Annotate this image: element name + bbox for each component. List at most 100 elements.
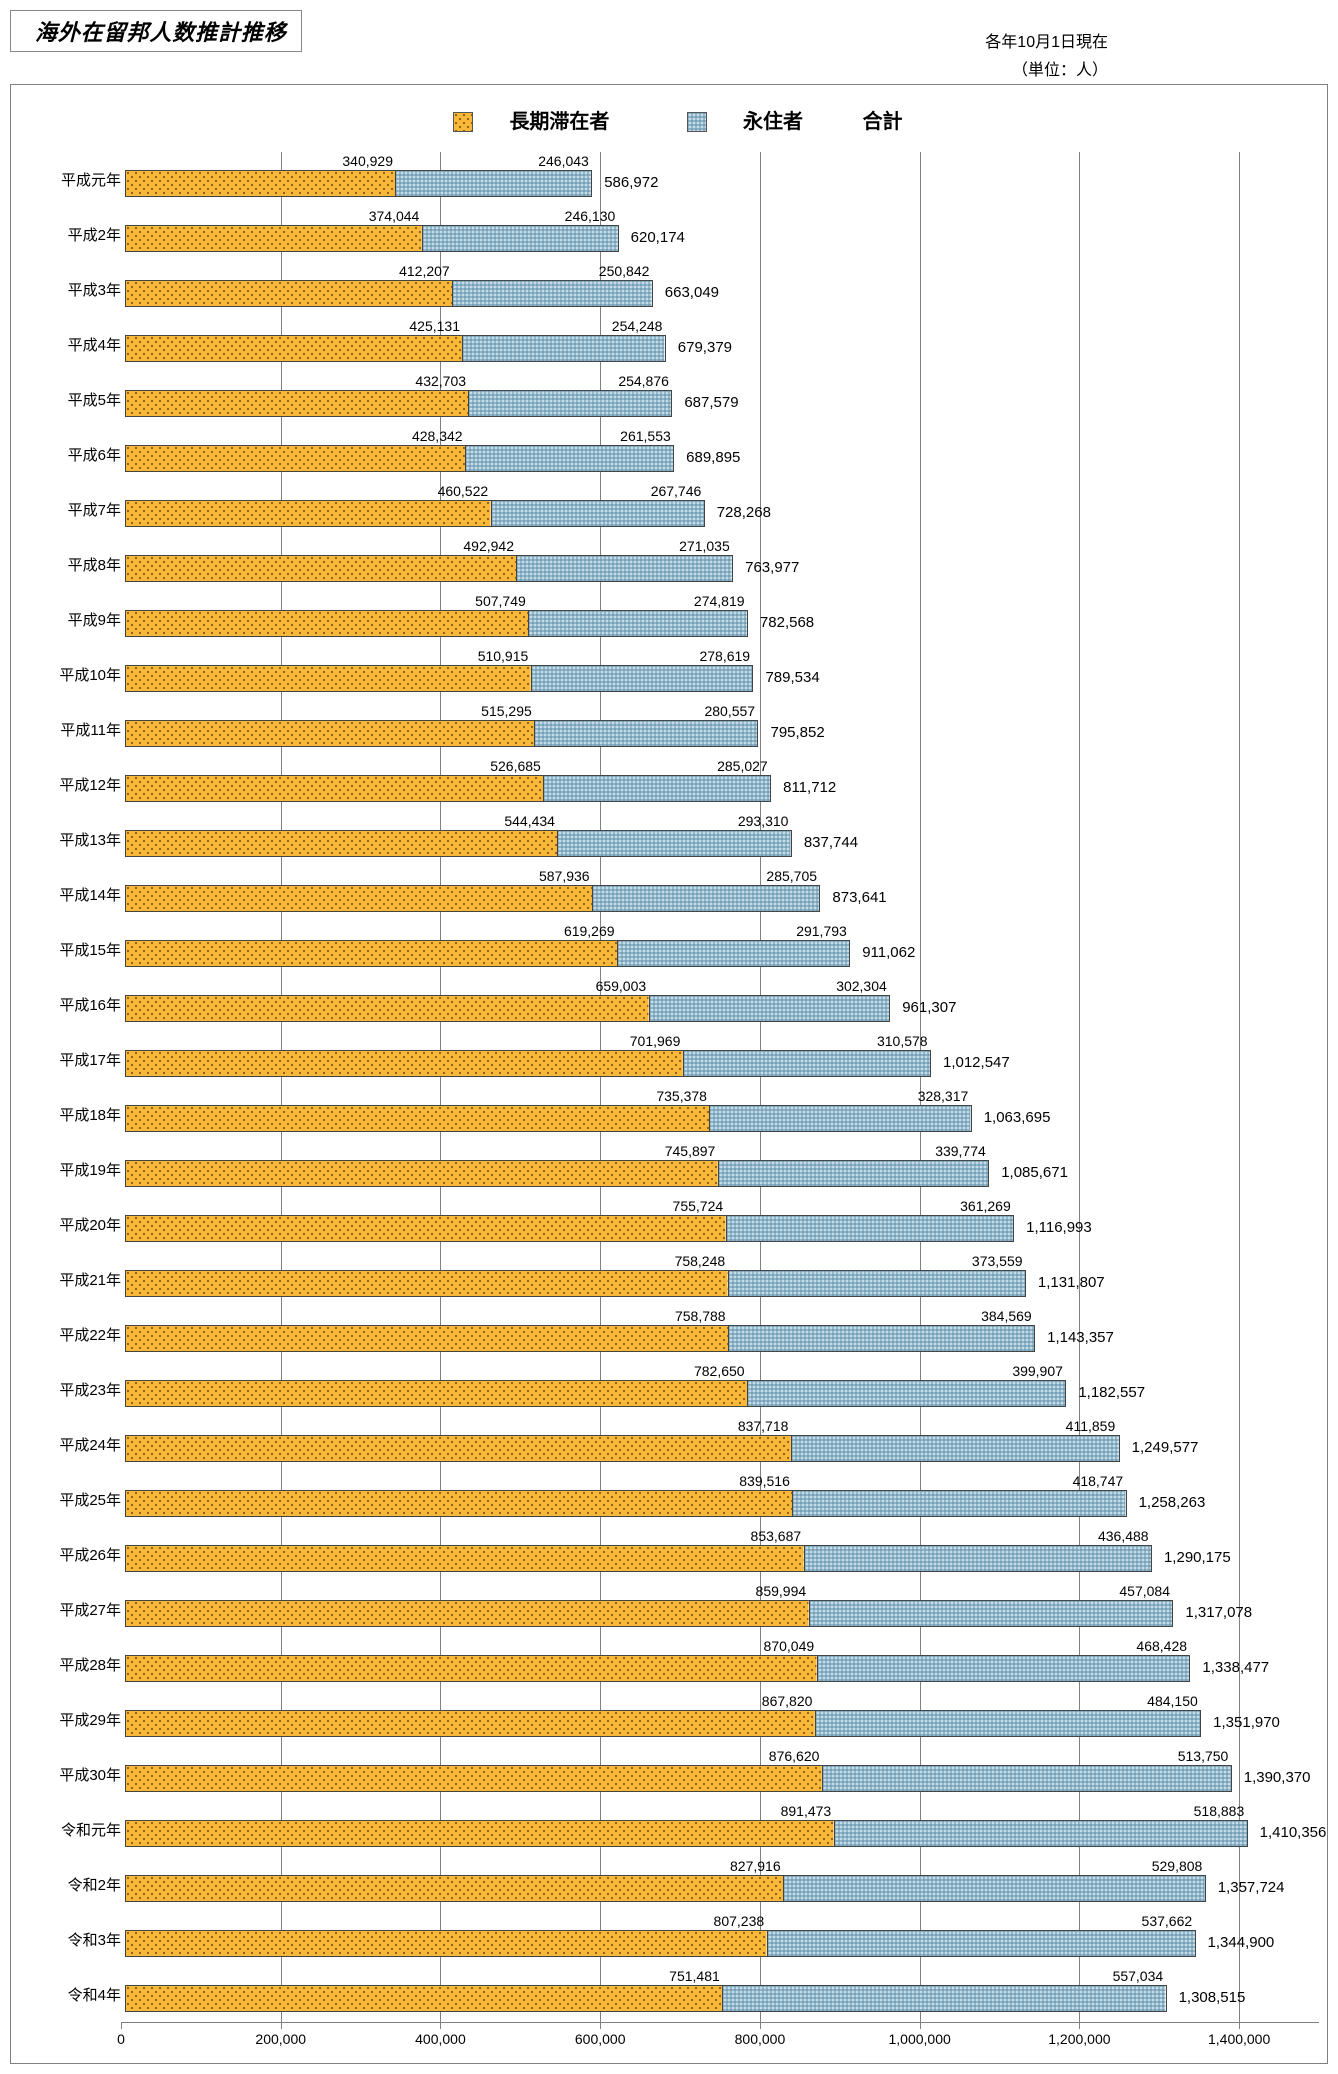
bar-segment-permanent [453, 280, 653, 307]
x-tick [1079, 2023, 1080, 2029]
bar-segment-permanent [729, 1270, 1026, 1297]
legend-label-total: 合計 [863, 111, 903, 133]
bar-area: 619,269291,793911,062 [125, 922, 1319, 977]
bar-row: 平成29年867,820484,1501,351,970 [19, 1692, 1319, 1747]
value-label-long-term: 827,916 [730, 1859, 781, 1873]
bar-row: 平成2年374,044246,130620,174 [19, 207, 1319, 262]
year-label: 平成4年 [19, 334, 125, 355]
x-tick-label: 1,000,000 [889, 2031, 951, 2047]
bar-area: 701,969310,5781,012,547 [125, 1032, 1319, 1087]
bar-segment-long-term [125, 1325, 729, 1352]
bar-area: 587,936285,705873,641 [125, 867, 1319, 922]
bar-row: 平成17年701,969310,5781,012,547 [19, 1032, 1319, 1087]
bar-area: 460,522267,746728,268 [125, 482, 1319, 537]
value-label-permanent: 274,819 [694, 594, 745, 608]
x-axis: 0200,000400,000600,000800,0001,000,0001,… [121, 2022, 1319, 2051]
value-label-long-term: 859,994 [756, 1584, 807, 1598]
value-label-long-term: 515,295 [481, 704, 532, 718]
value-label-long-term: 544,434 [504, 814, 555, 828]
value-label-long-term: 340,929 [342, 154, 393, 168]
bar-area: 807,238537,6621,344,900 [125, 1912, 1319, 1967]
x-tick [920, 2023, 921, 2029]
bar-segment-permanent [719, 1160, 989, 1187]
x-tick [281, 2023, 282, 2029]
value-label-long-term: 432,703 [415, 374, 466, 388]
bar-area: 432,703254,876687,579 [125, 372, 1319, 427]
year-label: 平成元年 [19, 169, 125, 190]
total-label: 763,977 [745, 559, 799, 576]
bar-area: 659,003302,304961,307 [125, 977, 1319, 1032]
year-label: 平成16年 [19, 994, 125, 1015]
bar-area: 751,481557,0341,308,515 [125, 1967, 1319, 2022]
bar-segment-permanent [492, 500, 705, 527]
value-label-permanent: 557,034 [1113, 1969, 1164, 1983]
bar-area: 544,434293,310837,744 [125, 812, 1319, 867]
total-label: 1,258,263 [1139, 1494, 1206, 1511]
bar-segment-permanent [463, 335, 665, 362]
x-tick-label: 1,400,000 [1208, 2031, 1270, 2047]
value-label-permanent: 373,559 [972, 1254, 1023, 1268]
value-label-long-term: 876,620 [769, 1749, 820, 1763]
value-label-long-term: 758,788 [675, 1309, 726, 1323]
bar-area: 526,685285,027811,712 [125, 757, 1319, 812]
plot-area: 平成元年340,929246,043586,972平成2年374,044246,… [19, 152, 1319, 2051]
year-label: 令和4年 [19, 1984, 125, 2005]
bar-row: 平成14年587,936285,705873,641 [19, 867, 1319, 922]
bar-row: 平成9年507,749274,819782,568 [19, 592, 1319, 647]
bar-row: 平成5年432,703254,876687,579 [19, 372, 1319, 427]
total-label: 1,344,900 [1208, 1934, 1275, 1951]
bar-row: 平成30年876,620513,7501,390,370 [19, 1747, 1319, 1802]
total-label: 1,410,356 [1260, 1824, 1327, 1841]
bar-row: 令和4年751,481557,0341,308,515 [19, 1967, 1319, 2022]
value-label-permanent: 537,662 [1142, 1914, 1193, 1928]
year-label: 平成10年 [19, 664, 125, 685]
bar-segment-long-term [125, 720, 535, 747]
bar-row: 平成24年837,718411,8591,249,577 [19, 1417, 1319, 1472]
bar-row: 令和2年 827,916 529,808 1,357,724 [19, 1857, 1319, 1912]
x-tick-label: 1,200,000 [1048, 2031, 1110, 2047]
year-label: 平成5年 [19, 389, 125, 410]
bar-area: 839,516418,7471,258,263 [125, 1472, 1319, 1527]
bar-segment-permanent [805, 1545, 1152, 1572]
value-label-long-term: 745,897 [665, 1144, 716, 1158]
year-label: 平成22年 [19, 1324, 125, 1345]
x-tick-label: 400,000 [415, 2031, 466, 2047]
total-label: 1,357,724 [1218, 1879, 1285, 1896]
bar-segment-permanent [793, 1490, 1126, 1517]
bar-segment-long-term [125, 1270, 729, 1297]
value-label-permanent: 339,774 [935, 1144, 986, 1158]
bar-segment-long-term [125, 500, 492, 527]
bar-area: 735,378328,3171,063,695 [125, 1087, 1319, 1142]
bar-segment-permanent [810, 1600, 1174, 1627]
bar-segment-long-term [125, 390, 469, 417]
bar-segment-long-term [125, 555, 517, 582]
bar-segment-permanent [517, 555, 733, 582]
total-label: 961,307 [902, 999, 956, 1016]
bar-row: 平成13年544,434293,310837,744 [19, 812, 1319, 867]
bar-row: 平成7年460,522267,746728,268 [19, 482, 1319, 537]
bar-segment-permanent [618, 940, 850, 967]
value-label-long-term: 659,003 [596, 979, 647, 993]
bar-segment-long-term [125, 1105, 710, 1132]
value-label-long-term: 587,936 [539, 869, 590, 883]
bar-segment-long-term [125, 775, 544, 802]
value-label-permanent: 399,907 [1012, 1364, 1063, 1378]
bar-row: 平成3年412,207250,842663,049 [19, 262, 1319, 317]
bar-area: 758,788384,5691,143,357 [125, 1307, 1319, 1362]
total-label: 687,579 [684, 394, 738, 411]
bar-area: 859,994457,0841,317,078 [125, 1582, 1319, 1637]
bar-segment-long-term [125, 1655, 818, 1682]
x-tick-label: 0 [117, 2031, 125, 2047]
value-label-permanent: 285,705 [766, 869, 817, 883]
bar-row: 平成22年758,788384,5691,143,357 [19, 1307, 1319, 1362]
value-label-long-term: 867,820 [762, 1694, 813, 1708]
bar-segment-long-term [125, 1435, 792, 1462]
year-label: 令和2年 [19, 1874, 125, 1895]
bar-segment-permanent [532, 665, 754, 692]
bar-segment-permanent [727, 1215, 1015, 1242]
value-label-permanent: 529,808 [1152, 1859, 1203, 1873]
bar-segment-long-term [125, 1710, 816, 1737]
year-label: 平成30年 [19, 1764, 125, 1785]
total-label: 689,895 [686, 449, 740, 466]
x-tick [600, 2023, 601, 2029]
